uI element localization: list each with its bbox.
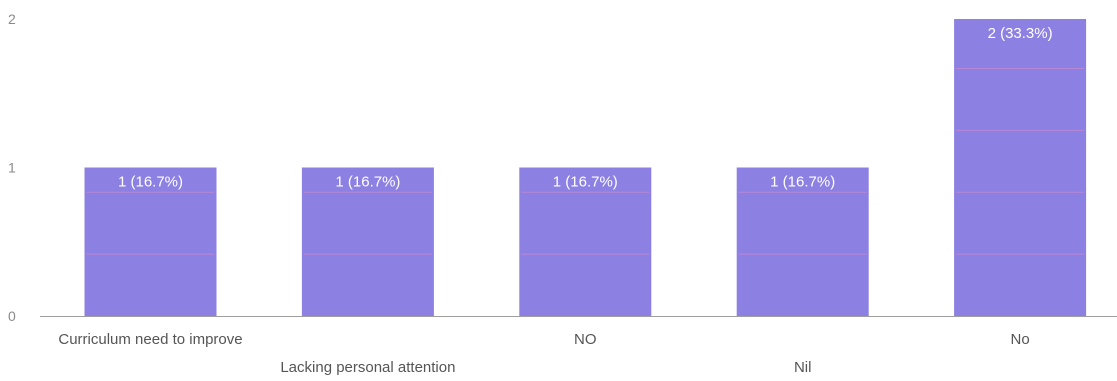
data-label: 1 (16.7%): [770, 174, 835, 191]
category-label: Nil: [794, 359, 812, 376]
category-label: NO: [574, 331, 597, 348]
data-label: 1 (16.7%): [335, 174, 400, 191]
data-label: 2 (33.3%): [988, 25, 1053, 42]
category-label: Lacking personal attention: [280, 359, 455, 376]
bar: [954, 19, 1087, 316]
y-tick-label: 0: [8, 308, 16, 324]
y-tick-label: 1: [8, 160, 16, 176]
data-label: 1 (16.7%): [553, 174, 618, 191]
category-label: No: [1011, 331, 1030, 348]
data-label: 1 (16.7%): [118, 174, 183, 191]
category-label: Curriculum need to improve: [58, 331, 242, 348]
y-tick-label: 2: [8, 11, 16, 27]
